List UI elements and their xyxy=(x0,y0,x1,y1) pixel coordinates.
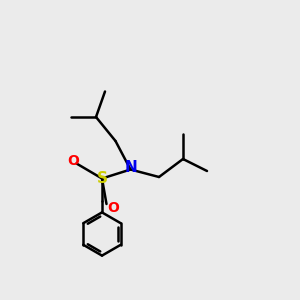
Text: S: S xyxy=(97,171,107,186)
Text: O: O xyxy=(67,154,79,168)
Text: N: N xyxy=(124,160,137,175)
Text: O: O xyxy=(107,201,119,214)
